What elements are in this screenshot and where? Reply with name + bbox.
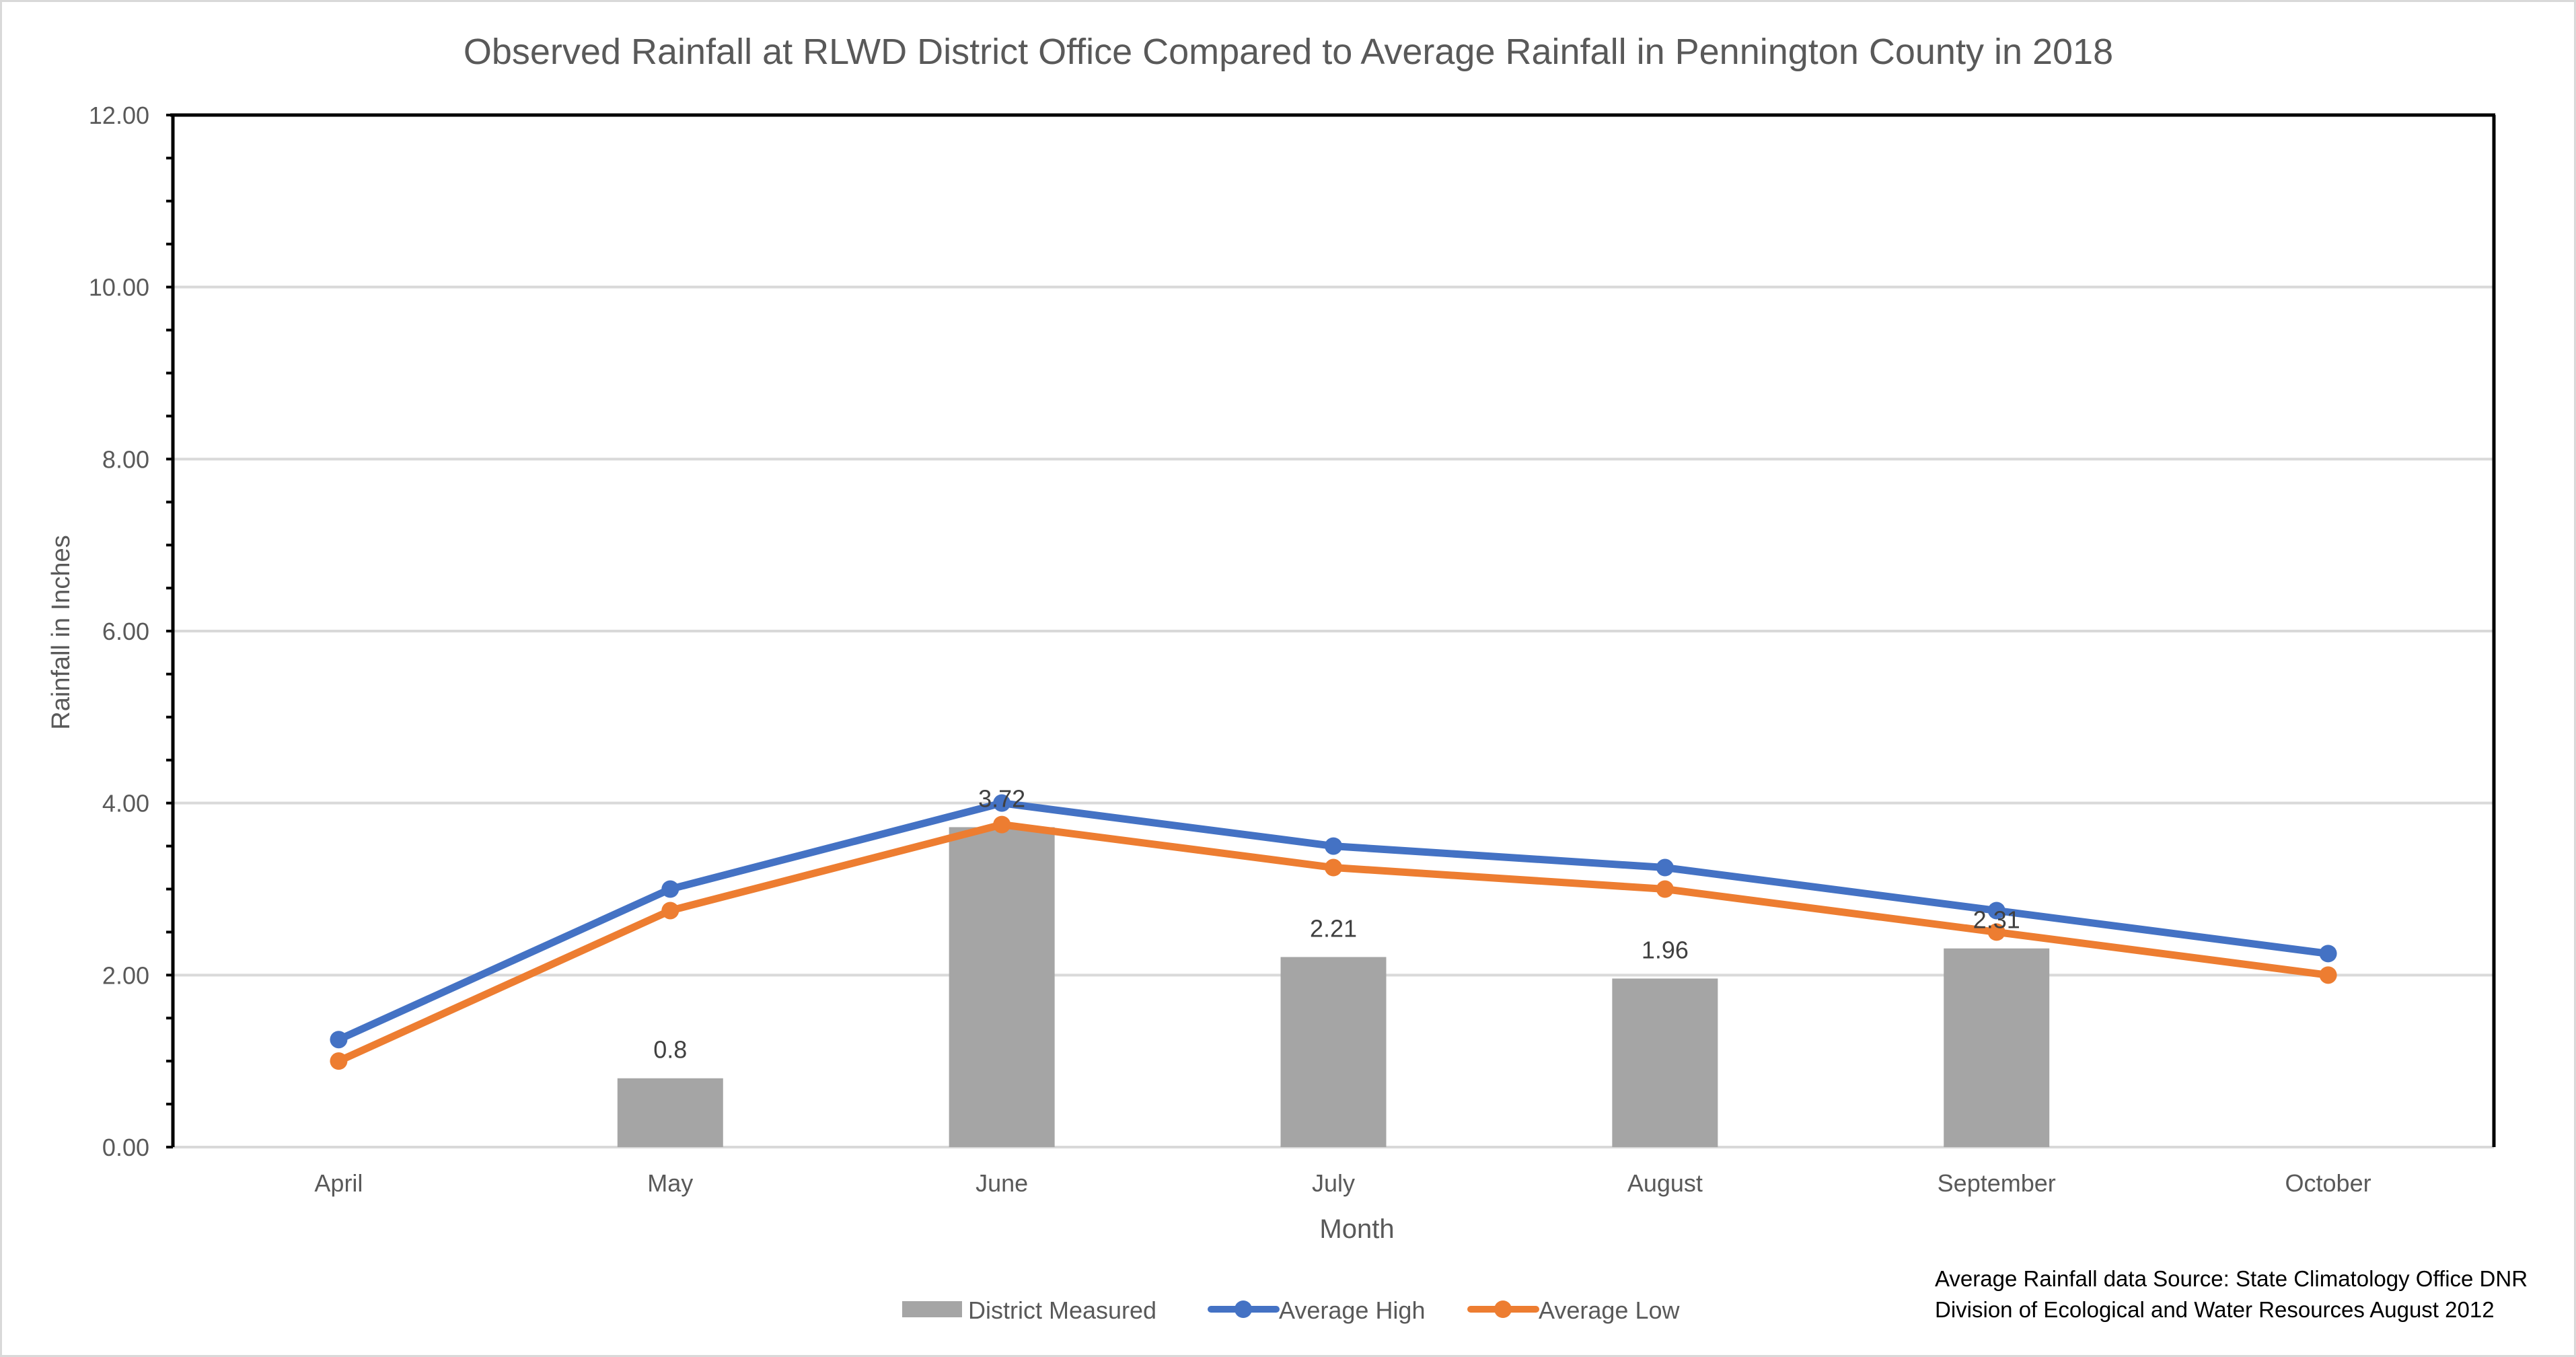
- marker-average-high-october: [2319, 945, 2337, 963]
- y-tick-labels: 0.00 2.00 4.00 6.00 8.00 10.00 12.00: [89, 102, 149, 1161]
- bar-series-district-measured: [617, 827, 2050, 1147]
- source-annotation: Average Rainfall data Source: State Clim…: [1935, 1266, 2528, 1322]
- y-axis-title: Rainfall in Inches: [47, 535, 75, 729]
- y-tick-label: 8.00: [102, 445, 149, 473]
- marker-average-high-september: [1987, 902, 2005, 920]
- y-tick-label: 6.00: [102, 618, 149, 645]
- x-tick-label-june: June: [976, 1169, 1028, 1197]
- legend-label-district-measured: District Measured: [968, 1296, 1156, 1324]
- y-tick-label: 10.00: [89, 274, 149, 301]
- bar-data-labels: 0.8 3.72 2.21 1.96 2.31: [653, 784, 2020, 1063]
- legend-label-average-low: Average Low: [1539, 1296, 1680, 1324]
- legend-swatch-district-measured: [902, 1301, 962, 1317]
- x-tick-label-august: August: [1627, 1169, 1703, 1197]
- gridlines: [173, 285, 2494, 1148]
- marker-average-high-june: [993, 794, 1011, 812]
- x-tick-label-april: April: [314, 1169, 363, 1197]
- bar-may: [617, 1078, 723, 1147]
- chart-title: Observed Rainfall at RLWD District Offic…: [464, 32, 2113, 72]
- bar-june: [949, 827, 1055, 1147]
- marker-average-high-april: [330, 1031, 348, 1049]
- data-label-may: 0.8: [653, 1036, 687, 1064]
- source-line-2: Division of Ecological and Water Resourc…: [1935, 1297, 2495, 1322]
- marker-average-low-october: [2319, 966, 2337, 984]
- marker-average-low-june: [993, 815, 1011, 834]
- source-line-1: Average Rainfall data Source: State Clim…: [1935, 1266, 2528, 1291]
- x-tick-label-july: July: [1312, 1169, 1355, 1197]
- data-label-june: 3.72: [978, 784, 1025, 812]
- marker-average-high-may: [661, 880, 679, 898]
- bar-august: [1612, 978, 1718, 1147]
- marker-average-high-july: [1325, 837, 1342, 855]
- y-tick-label: 12.00: [89, 102, 149, 129]
- legend-marker-average-high: [1235, 1300, 1252, 1318]
- marker-average-low-august: [1656, 880, 1674, 898]
- x-tick-labels: April May June July August September October: [314, 1169, 2371, 1197]
- data-label-july: 2.21: [1310, 914, 1357, 942]
- marker-average-low-september: [1987, 923, 2005, 941]
- marker-average-high-august: [1656, 858, 1674, 877]
- marker-average-low-april: [330, 1052, 348, 1070]
- line-series: [330, 794, 2337, 1070]
- bar-july: [1280, 957, 1387, 1147]
- y-tick-label: 2.00: [102, 961, 149, 989]
- data-label-august: 1.96: [1642, 936, 1689, 963]
- x-tick-label-october: October: [2285, 1169, 2371, 1197]
- bar-september: [1944, 948, 2050, 1147]
- y-tick-label: 4.00: [102, 790, 149, 817]
- data-label-september: 2.31: [1973, 906, 2020, 934]
- legend-label-average-high: Average High: [1279, 1296, 1425, 1324]
- marker-average-low-july: [1325, 858, 1342, 877]
- y-tick-label: 0.00: [102, 1134, 149, 1161]
- legend: District Measured Average High Average L…: [902, 1296, 1680, 1324]
- x-tick-label-september: September: [1938, 1169, 2056, 1197]
- marker-average-low-may: [661, 902, 679, 920]
- axes: [166, 113, 2496, 1148]
- x-axis-title: Month: [1319, 1214, 1394, 1244]
- legend-marker-average-low: [1494, 1300, 1512, 1318]
- x-tick-label-may: May: [647, 1169, 693, 1197]
